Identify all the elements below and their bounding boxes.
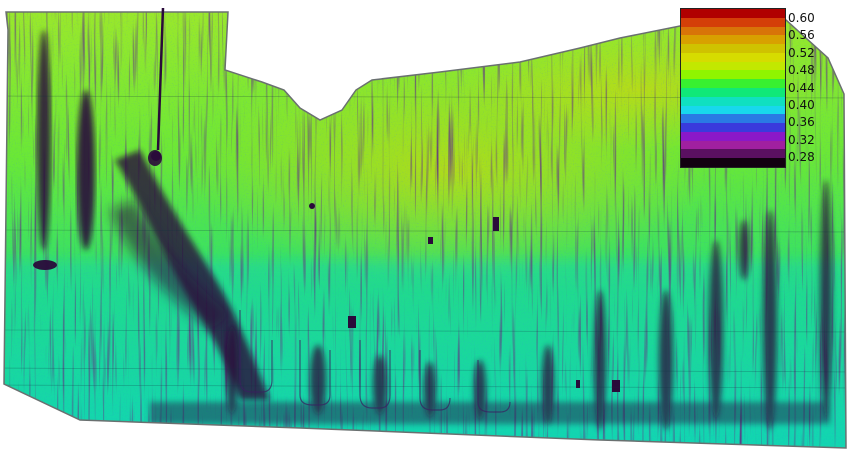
streak-7 [594,290,606,430]
legend-band [681,61,785,71]
legend-tick-label: 0.32 [788,132,815,147]
legend-tick-label: 0.40 [788,98,815,112]
legend-tick-label: 0.44 [788,80,815,95]
legend-band [681,96,785,107]
region-border [3,11,847,449]
legend-band [681,9,785,19]
legend-band [681,17,785,28]
legend-band [681,88,785,98]
coil-1 [239,310,273,393]
legend-tick-label: 0.36 [788,115,815,130]
anomaly-square-5 [576,380,580,388]
anomaly-dot [309,203,315,209]
legend-band [681,44,785,54]
legend-band [681,79,785,89]
legend-band [681,105,785,115]
anomaly-lens [33,260,57,270]
streak-1 [226,325,238,415]
legend-band [681,52,785,63]
streak-8 [659,290,673,430]
coil-4 [419,350,451,411]
streak-12 [739,220,749,280]
coil-outlines [239,310,511,413]
legend-tick-label: 0.56 [788,28,815,43]
bottom-dark-band [150,402,830,424]
legend-band [681,26,785,36]
anomaly-diagonal-wide [110,200,230,330]
scan-lines [4,95,846,389]
anomaly-square-3 [348,316,356,328]
legend-tick-label: 0.48 [788,63,815,78]
legend-tick-label: 0.60 [788,11,815,25]
streak-2 [310,345,326,415]
anomaly-square-1 [493,217,499,231]
coil-2 [299,340,331,406]
anomaly-left-edge [37,30,51,250]
streak-9 [709,240,723,420]
anomaly-square-2 [428,237,433,244]
coil-5 [477,360,511,413]
anomaly-square-4 [612,380,620,392]
scan-line-2 [4,329,846,333]
color-legend: 0.60 0.56 0.52 0.48 0.44 0.40 0.36 0.32 0.28 [678,6,850,168]
legend-band [681,123,785,133]
legend-band [681,35,785,45]
legend-band [681,149,785,159]
region-outline [3,11,847,449]
scan-line-1 [4,229,846,233]
legend-tick-label: 0.52 [788,45,815,60]
probe-line [151,7,165,161]
legend-colorbar [680,8,786,168]
probe-head [151,151,161,161]
coil-3 [359,340,391,409]
scan-line-3 [4,367,846,373]
streak-10 [763,210,777,430]
lower-streaks [150,180,832,430]
anomaly-left-column [77,90,95,250]
legend-band [681,158,785,167]
legend-band [681,131,785,142]
scan-line-4 [4,384,846,389]
legend-tick-label: 0.28 [788,150,815,165]
probe-cable [156,7,165,151]
legend-band [681,114,785,124]
streak-11 [820,180,832,420]
legend-band [681,140,785,150]
legend-band [681,70,785,80]
streak-3 [373,355,387,415]
